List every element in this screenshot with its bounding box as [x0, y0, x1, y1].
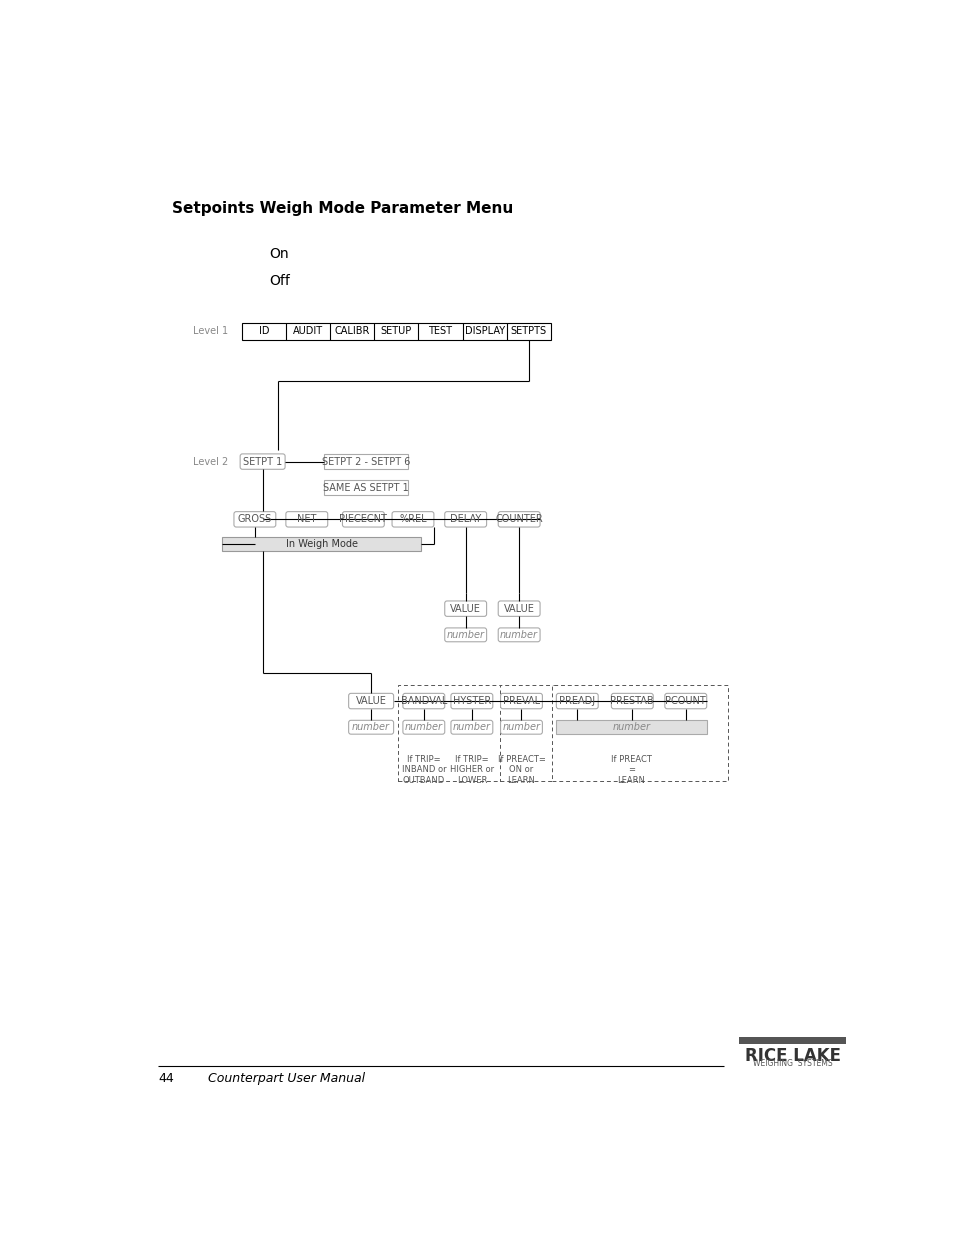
Text: BANDVAL: BANDVAL — [400, 697, 447, 706]
Text: Level 2: Level 2 — [193, 457, 228, 467]
Text: AUDIT: AUDIT — [293, 326, 323, 336]
FancyBboxPatch shape — [497, 601, 539, 616]
Bar — [397, 685, 500, 782]
Text: If TRIP=
INBAND or
OUTBAND: If TRIP= INBAND or OUTBAND — [401, 755, 446, 784]
Text: PREVAL: PREVAL — [502, 697, 539, 706]
Text: In Weigh Mode: In Weigh Mode — [285, 538, 357, 550]
Text: VALUE: VALUE — [450, 604, 480, 614]
FancyBboxPatch shape — [611, 693, 653, 709]
FancyBboxPatch shape — [286, 511, 328, 527]
Text: Level 1: Level 1 — [193, 326, 228, 336]
Text: number: number — [404, 722, 442, 732]
FancyBboxPatch shape — [444, 511, 486, 527]
Bar — [323, 454, 407, 469]
Text: PCOUNT: PCOUNT — [664, 697, 705, 706]
FancyBboxPatch shape — [451, 720, 493, 734]
Text: PIECECNT: PIECECNT — [339, 514, 387, 525]
FancyBboxPatch shape — [444, 601, 486, 616]
Text: SETPT 2 - SETPT 6: SETPT 2 - SETPT 6 — [321, 457, 410, 467]
Bar — [551, 685, 727, 782]
Text: number: number — [453, 722, 491, 732]
FancyBboxPatch shape — [342, 511, 384, 527]
Text: number: number — [446, 630, 484, 640]
FancyBboxPatch shape — [497, 627, 539, 642]
FancyBboxPatch shape — [392, 511, 434, 527]
FancyBboxPatch shape — [402, 693, 444, 709]
Text: NET: NET — [296, 514, 316, 525]
Text: On: On — [269, 247, 288, 261]
Text: number: number — [499, 630, 537, 640]
FancyBboxPatch shape — [497, 511, 539, 527]
FancyBboxPatch shape — [240, 454, 285, 469]
FancyBboxPatch shape — [451, 693, 493, 709]
Text: HYSTER: HYSTER — [453, 697, 491, 706]
FancyBboxPatch shape — [444, 627, 486, 642]
Text: VALUE: VALUE — [355, 697, 386, 706]
Text: VALUE: VALUE — [503, 604, 534, 614]
Text: If PREACT=
ON or
LEARN: If PREACT= ON or LEARN — [497, 755, 545, 784]
FancyBboxPatch shape — [233, 511, 275, 527]
Text: DISPLAY: DISPLAY — [464, 326, 504, 336]
FancyBboxPatch shape — [500, 720, 542, 734]
Text: 44: 44 — [158, 1072, 173, 1086]
Text: number: number — [612, 722, 650, 732]
Text: SAME AS SETPT 1: SAME AS SETPT 1 — [322, 483, 408, 493]
Bar — [556, 720, 706, 734]
Text: Counterpart User Manual: Counterpart User Manual — [208, 1072, 365, 1086]
FancyBboxPatch shape — [348, 693, 394, 709]
Text: number: number — [502, 722, 540, 732]
FancyBboxPatch shape — [556, 693, 598, 709]
Text: COUNTER: COUNTER — [495, 514, 542, 525]
Bar — [323, 480, 407, 495]
Bar — [499, 685, 555, 782]
Bar — [241, 324, 550, 340]
Bar — [221, 537, 421, 551]
Text: If PREACT
=
LEARN: If PREACT = LEARN — [611, 755, 651, 784]
Text: PREADJ: PREADJ — [558, 697, 595, 706]
Text: GROSS: GROSS — [237, 514, 272, 525]
Text: If TRIP=
HIGHER or
LOWER: If TRIP= HIGHER or LOWER — [450, 755, 494, 784]
Text: DELAY: DELAY — [450, 514, 481, 525]
Text: WEIGHING  SYSTEMS: WEIGHING SYSTEMS — [752, 1060, 832, 1068]
Text: %REL: %REL — [398, 514, 426, 525]
Text: PRESTAB: PRESTAB — [610, 697, 654, 706]
Text: RICE LAKE: RICE LAKE — [744, 1047, 840, 1065]
Text: SETUP: SETUP — [380, 326, 412, 336]
Text: Setpoints Weigh Mode Parameter Menu: Setpoints Weigh Mode Parameter Menu — [172, 200, 513, 216]
Text: SETPT 1: SETPT 1 — [243, 457, 282, 467]
FancyBboxPatch shape — [500, 693, 542, 709]
Text: ID: ID — [258, 326, 269, 336]
FancyBboxPatch shape — [402, 720, 444, 734]
Bar — [739, 1036, 845, 1044]
FancyBboxPatch shape — [664, 693, 706, 709]
Text: CALIBR: CALIBR — [335, 326, 370, 336]
Text: Off: Off — [269, 274, 290, 288]
Text: TEST: TEST — [428, 326, 452, 336]
Text: SETPTS: SETPTS — [510, 326, 546, 336]
Text: number: number — [352, 722, 390, 732]
FancyBboxPatch shape — [348, 720, 394, 734]
